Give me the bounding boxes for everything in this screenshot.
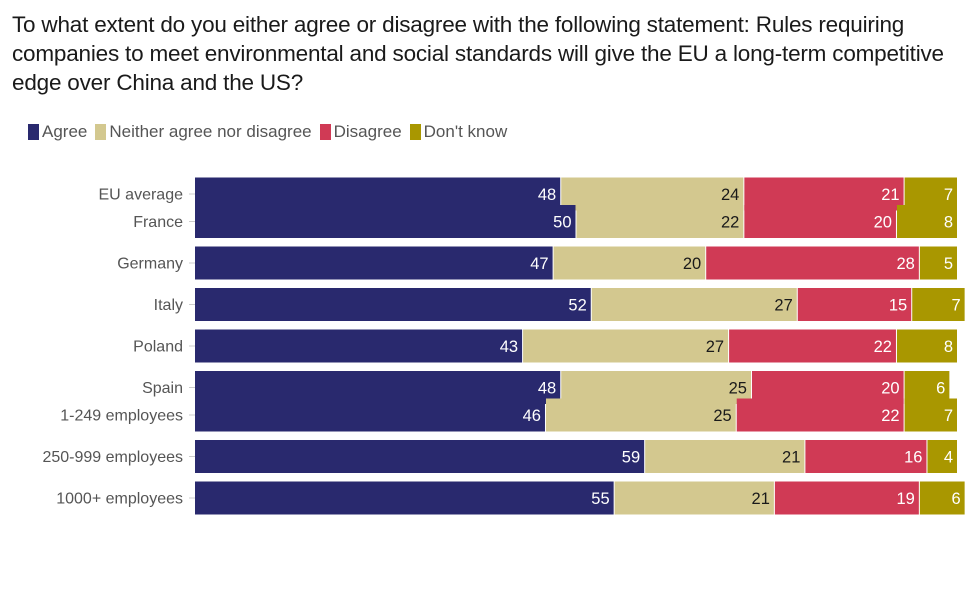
bar-segment-don-t-know[interactable] bbox=[919, 246, 957, 280]
legend-label-dont-know: Don't know bbox=[423, 122, 508, 141]
bar-row-poland: Poland 43 27 22 8 bbox=[133, 329, 957, 363]
legend-item-agree[interactable]: Agree bbox=[28, 122, 87, 142]
data-label-neither-agree-nor-disagree: 27 bbox=[774, 297, 792, 315]
data-label-don-t-know: 6 bbox=[951, 490, 960, 508]
legend-swatch-dont-know bbox=[409, 124, 421, 140]
category-label: 250-999 employees bbox=[42, 449, 183, 466]
category-label: 1-249 employees bbox=[60, 408, 183, 425]
bar-segment-agree[interactable] bbox=[195, 246, 553, 280]
chart-title: To what extent do you either agree or di… bbox=[12, 12, 944, 95]
data-label-disagree: 22 bbox=[881, 407, 899, 425]
bar-segment-neither-agree-nor-disagree[interactable] bbox=[614, 481, 774, 515]
bar-segment-disagree[interactable] bbox=[736, 398, 904, 432]
data-label-neither-agree-nor-disagree: 21 bbox=[782, 449, 800, 467]
bar-segment-disagree[interactable] bbox=[729, 329, 896, 363]
category-label: France bbox=[133, 214, 183, 231]
bar-segment-agree[interactable] bbox=[195, 329, 523, 363]
data-label-agree: 50 bbox=[553, 214, 571, 232]
bar-segment-don-t-know[interactable] bbox=[919, 481, 965, 515]
bar-row-1000-employees: 1000+ employees 55 21 19 6 bbox=[56, 481, 965, 515]
bar-segment-don-t-know[interactable] bbox=[896, 205, 957, 238]
data-label-neither-agree-nor-disagree: 21 bbox=[752, 490, 770, 508]
data-label-disagree: 22 bbox=[874, 338, 892, 356]
data-label-disagree: 21 bbox=[881, 186, 899, 204]
bar-segment-don-t-know[interactable] bbox=[904, 398, 957, 432]
legend: Agree Neither agree nor disagree Disagre… bbox=[28, 122, 515, 142]
bar-segment-neither-agree-nor-disagree[interactable] bbox=[553, 246, 706, 280]
data-label-don-t-know: 7 bbox=[944, 407, 953, 425]
bar-segment-agree[interactable] bbox=[195, 398, 545, 432]
data-label-disagree: 19 bbox=[896, 490, 914, 508]
bar-segment-neither-agree-nor-disagree[interactable] bbox=[545, 398, 736, 432]
data-label-disagree: 20 bbox=[881, 380, 899, 398]
data-label-neither-agree-nor-disagree: 22 bbox=[721, 214, 739, 232]
bar-segment-disagree[interactable] bbox=[744, 205, 896, 238]
legend-label-disagree: Disagree bbox=[333, 122, 402, 141]
bar-segment-agree[interactable] bbox=[195, 205, 576, 238]
bar-row-250-999-employees: 250-999 employees 59 21 16 4 bbox=[42, 440, 957, 473]
data-label-don-t-know: 5 bbox=[944, 255, 953, 273]
bar-segment-neither-agree-nor-disagree[interactable] bbox=[645, 440, 805, 473]
data-label-don-t-know: 7 bbox=[951, 297, 960, 315]
data-label-don-t-know: 6 bbox=[936, 380, 945, 398]
bar-segment-neither-agree-nor-disagree[interactable] bbox=[576, 205, 744, 238]
bar-segment-don-t-know[interactable] bbox=[927, 440, 957, 473]
category-label: Germany bbox=[117, 256, 183, 273]
data-label-don-t-know: 8 bbox=[944, 338, 953, 356]
bar-segment-agree[interactable] bbox=[195, 481, 614, 515]
data-label-agree: 59 bbox=[622, 449, 640, 467]
data-label-disagree: 20 bbox=[874, 214, 892, 232]
data-label-disagree: 15 bbox=[889, 297, 907, 315]
category-label: Spain bbox=[142, 380, 183, 397]
legend-swatch-disagree bbox=[319, 124, 331, 140]
category-label: EU average bbox=[99, 187, 184, 204]
category-label: Poland bbox=[133, 339, 183, 356]
bar-row-germany: Germany 47 20 28 5 bbox=[117, 246, 957, 280]
legend-item-disagree[interactable]: Disagree bbox=[319, 122, 402, 142]
data-label-disagree: 28 bbox=[896, 255, 914, 273]
data-label-agree: 55 bbox=[591, 490, 609, 508]
data-label-agree: 46 bbox=[523, 407, 541, 425]
data-label-agree: 43 bbox=[500, 338, 518, 356]
data-label-agree: 47 bbox=[530, 255, 548, 273]
data-label-agree: 52 bbox=[568, 297, 586, 315]
bar-segment-agree[interactable] bbox=[195, 288, 591, 321]
bar-segment-neither-agree-nor-disagree[interactable] bbox=[591, 288, 797, 321]
data-label-neither-agree-nor-disagree: 25 bbox=[713, 407, 731, 425]
data-label-agree: 48 bbox=[538, 380, 556, 398]
bar-row-france: France 50 22 20 8 bbox=[133, 205, 957, 238]
legend-item-dont-know[interactable]: Don't know bbox=[409, 122, 508, 142]
data-label-neither-agree-nor-disagree: 25 bbox=[729, 380, 747, 398]
data-label-disagree: 16 bbox=[904, 449, 922, 467]
bar-segment-agree[interactable] bbox=[195, 440, 645, 473]
legend-item-neither[interactable]: Neither agree nor disagree bbox=[95, 122, 312, 142]
data-label-neither-agree-nor-disagree: 20 bbox=[683, 255, 701, 273]
legend-swatch-agree bbox=[28, 124, 39, 140]
data-label-neither-agree-nor-disagree: 24 bbox=[721, 186, 739, 204]
category-label: 1000+ employees bbox=[56, 491, 183, 508]
bar-segment-disagree[interactable] bbox=[774, 481, 919, 515]
legend-label-agree: Agree bbox=[42, 122, 88, 141]
legend-swatch-neither bbox=[95, 124, 107, 140]
bar-segment-don-t-know[interactable] bbox=[896, 329, 957, 363]
category-label: Italy bbox=[154, 297, 183, 314]
bar-row-italy: Italy 52 27 15 7 bbox=[154, 288, 965, 321]
data-label-don-t-know: 4 bbox=[944, 449, 953, 467]
data-label-don-t-know: 7 bbox=[944, 186, 953, 204]
data-label-neither-agree-nor-disagree: 27 bbox=[706, 338, 724, 356]
data-label-don-t-know: 8 bbox=[944, 214, 953, 232]
data-label-agree: 48 bbox=[538, 186, 556, 204]
bar-segment-disagree[interactable] bbox=[805, 440, 927, 473]
bar-segment-disagree[interactable] bbox=[797, 288, 912, 321]
bar-segment-disagree[interactable] bbox=[706, 246, 919, 280]
bar-segment-don-t-know[interactable] bbox=[912, 288, 965, 321]
bar-row-1-249-employees: 1-249 employees 46 25 22 7 bbox=[60, 398, 957, 432]
bar-segment-neither-agree-nor-disagree[interactable] bbox=[523, 329, 729, 363]
legend-label-neither: Neither agree nor disagree bbox=[109, 122, 312, 141]
